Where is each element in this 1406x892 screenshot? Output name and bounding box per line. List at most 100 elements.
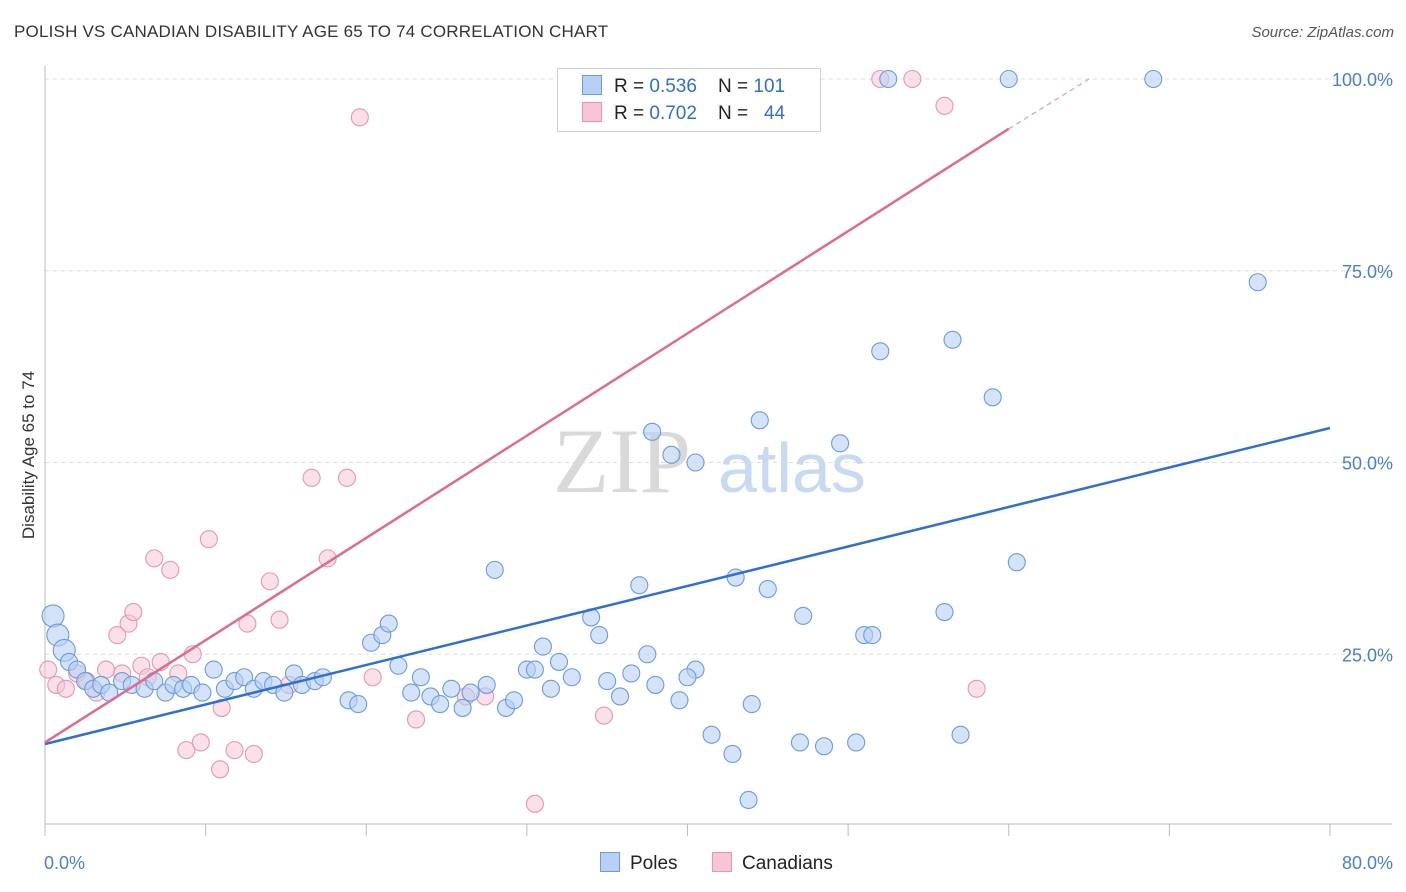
poles-point bbox=[431, 695, 450, 714]
poles-point bbox=[646, 675, 665, 694]
legend-row-poles: R = 0.536 N = 101 bbox=[582, 75, 785, 99]
poles-point bbox=[758, 580, 777, 599]
poles-point bbox=[790, 733, 809, 752]
poles-point bbox=[541, 679, 561, 698]
canadians-point bbox=[225, 741, 244, 760]
canadians-point bbox=[96, 660, 116, 679]
canadians-point bbox=[56, 679, 75, 698]
canadians-point bbox=[199, 530, 218, 549]
canadians-trend-extension bbox=[1008, 78, 1090, 130]
poles-legend-swatch bbox=[600, 852, 620, 872]
poles-point bbox=[983, 388, 1002, 407]
poles-point bbox=[349, 695, 368, 714]
poles-point bbox=[670, 691, 689, 710]
canadians-point bbox=[406, 710, 426, 729]
poles-point bbox=[638, 645, 657, 664]
poles-point bbox=[662, 445, 681, 464]
poles-point bbox=[863, 626, 882, 645]
poles-point bbox=[678, 668, 697, 687]
poles-swatch bbox=[582, 75, 602, 95]
legend-row-canadians: R = 0.702 N = 44 bbox=[582, 102, 785, 126]
canadians-swatch bbox=[582, 102, 602, 122]
canadians-point bbox=[935, 96, 954, 115]
canadians-point bbox=[594, 706, 614, 725]
canadians-n-value: 44 bbox=[763, 103, 786, 124]
canadians-point bbox=[337, 468, 357, 487]
bottom-legend-poles: Poles bbox=[600, 852, 678, 875]
poles-point bbox=[879, 69, 898, 89]
canadians-point bbox=[145, 549, 164, 568]
x-tick-label: 80.0% bbox=[1342, 853, 1393, 873]
poles-point bbox=[871, 342, 890, 361]
gridlines bbox=[45, 78, 1392, 655]
series-poles-points bbox=[41, 69, 1267, 810]
trend-lines bbox=[44, 78, 1331, 746]
poles-point bbox=[453, 698, 472, 717]
poles-point bbox=[723, 744, 742, 764]
canadians-point bbox=[525, 794, 544, 813]
canadians-point bbox=[124, 603, 143, 622]
poles-point bbox=[622, 664, 641, 683]
poles-point bbox=[411, 668, 430, 687]
poles-point bbox=[1007, 553, 1026, 572]
poles-point bbox=[1248, 273, 1267, 292]
axes bbox=[44, 66, 1392, 836]
poles-point bbox=[402, 683, 421, 702]
canadians-trend-line bbox=[44, 127, 1010, 744]
poles-point bbox=[999, 69, 1018, 89]
canadians-point bbox=[177, 741, 196, 760]
canadians-point bbox=[244, 744, 263, 764]
y-tick-label: 25.0% bbox=[1342, 645, 1393, 665]
poles-point bbox=[794, 606, 813, 625]
poles-point bbox=[610, 687, 630, 706]
poles-point bbox=[598, 672, 617, 691]
canadians-legend-swatch bbox=[712, 852, 732, 872]
chart-title: POLISH VS CANADIAN DISABILITY AGE 65 TO … bbox=[14, 22, 609, 41]
canadians-point bbox=[302, 468, 321, 487]
poles-point bbox=[831, 434, 850, 453]
poles-point bbox=[951, 725, 970, 744]
poles-point bbox=[442, 679, 461, 698]
canadians-r-value: 0.702 bbox=[649, 103, 697, 124]
poles-point bbox=[477, 675, 496, 694]
canadians-point bbox=[191, 733, 210, 752]
y-tick-label: 50.0% bbox=[1342, 454, 1393, 474]
poles-trend-line bbox=[44, 426, 1331, 746]
tick-labels: 25.0% 50.0% 75.0% 100.0% 0.0% 80.0% bbox=[44, 70, 1393, 873]
canadians-point bbox=[260, 572, 279, 591]
poles-point bbox=[549, 652, 569, 671]
canadians-point bbox=[211, 760, 230, 779]
poles-point bbox=[193, 683, 212, 702]
poles-point bbox=[562, 668, 581, 687]
source-label: Source: ZipAtlas.com bbox=[1251, 24, 1394, 41]
canadians-point bbox=[350, 108, 369, 127]
x-tick-label: 0.0% bbox=[44, 853, 85, 873]
poles-point bbox=[204, 660, 223, 679]
watermark: ZIP atlas bbox=[553, 410, 866, 512]
poles-n-value: 101 bbox=[753, 76, 786, 97]
poles-point bbox=[750, 411, 769, 430]
poles-point bbox=[485, 560, 504, 579]
poles-point bbox=[935, 603, 954, 622]
poles-point bbox=[461, 683, 480, 702]
poles-point bbox=[630, 576, 649, 595]
canadians-point bbox=[108, 626, 127, 645]
poles-point bbox=[533, 637, 552, 656]
poles-point bbox=[702, 725, 721, 744]
poles-point bbox=[590, 626, 609, 645]
canadians-point bbox=[39, 660, 58, 679]
poles-point bbox=[742, 695, 761, 714]
canadians-point bbox=[363, 668, 382, 687]
y-tick-label: 75.0% bbox=[1342, 262, 1393, 282]
poles-r-value: 0.536 bbox=[649, 76, 697, 97]
poles-point bbox=[814, 737, 834, 756]
poles-point bbox=[379, 614, 398, 633]
poles-point bbox=[525, 660, 544, 679]
poles-point bbox=[643, 422, 662, 441]
poles-point bbox=[504, 691, 524, 710]
canadians-point bbox=[967, 679, 986, 698]
poles-point bbox=[739, 790, 758, 810]
canadians-point bbox=[161, 560, 180, 579]
poles-point bbox=[943, 330, 962, 349]
